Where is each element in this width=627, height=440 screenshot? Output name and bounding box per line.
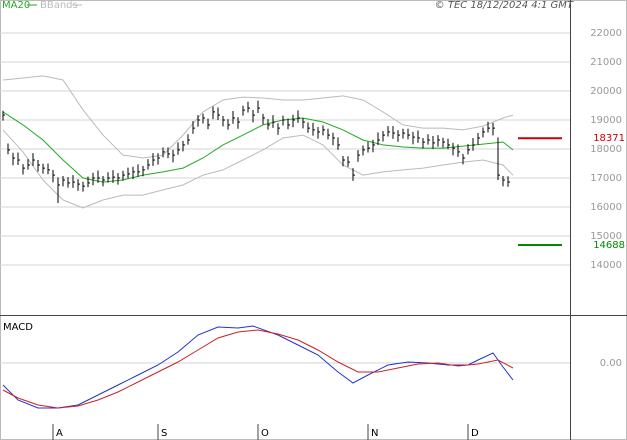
y-tick-label: 19000 [590,115,622,126]
y-tick-label: 0.00 [600,358,622,369]
y-tick-label: 15000 [590,231,622,242]
level-label: 14688 [593,240,625,251]
legend-bbands: BBands [40,0,78,11]
x-tick-label: S [161,428,167,439]
x-tick-label: D [471,428,479,439]
x-tick-label: O [261,428,269,439]
y-tick-label: 16000 [590,202,622,213]
x-tick-label: N [371,428,378,439]
bband-lower [2,129,514,209]
y-tick-label: 22000 [590,28,622,39]
level-label: 18371 [593,133,625,144]
legend-ma20: MA20 [2,0,30,11]
y-tick-label: 14000 [590,260,622,271]
y-tick-label: 20000 [590,86,622,97]
credit: © TEC 18/12/2024 4:1 GMT [435,0,574,11]
bband-upper [2,75,514,159]
y-tick-label: 18000 [590,144,622,155]
panel-title: MACD [3,322,33,333]
line [2,111,514,183]
y-tick-label: 17000 [590,173,622,184]
y-tick-label: 21000 [590,57,622,68]
line [2,329,514,409]
x-tick-label: A [56,428,63,439]
